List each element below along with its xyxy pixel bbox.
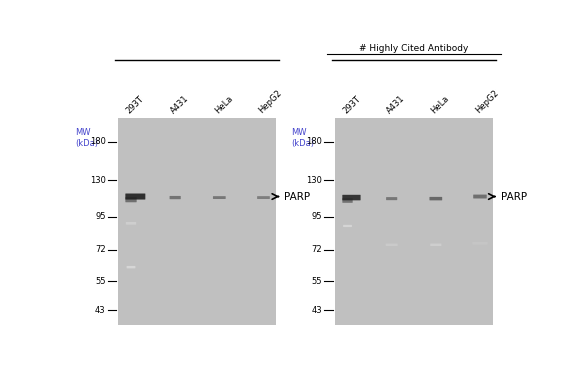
Text: 43: 43 bbox=[311, 306, 322, 315]
Text: 130: 130 bbox=[306, 175, 322, 184]
Text: A431: A431 bbox=[169, 94, 190, 115]
Text: 72: 72 bbox=[95, 245, 105, 254]
Text: 180: 180 bbox=[90, 137, 105, 146]
Text: 130: 130 bbox=[90, 175, 105, 184]
FancyBboxPatch shape bbox=[125, 197, 137, 202]
FancyBboxPatch shape bbox=[213, 196, 226, 199]
FancyBboxPatch shape bbox=[127, 266, 136, 268]
FancyBboxPatch shape bbox=[386, 243, 398, 246]
Text: MW
(kDa): MW (kDa) bbox=[292, 129, 314, 148]
Text: 55: 55 bbox=[95, 277, 105, 286]
Text: # Highly Cited Antibody: # Highly Cited Antibody bbox=[359, 43, 469, 53]
FancyBboxPatch shape bbox=[430, 243, 441, 246]
Text: HepG2: HepG2 bbox=[257, 88, 284, 115]
Text: 95: 95 bbox=[311, 212, 322, 222]
FancyBboxPatch shape bbox=[126, 222, 136, 225]
Text: HeLa: HeLa bbox=[430, 94, 451, 115]
Text: 293T: 293T bbox=[125, 94, 146, 115]
FancyBboxPatch shape bbox=[169, 196, 181, 199]
FancyBboxPatch shape bbox=[343, 225, 352, 227]
Text: 72: 72 bbox=[311, 245, 322, 254]
Bar bbox=[118, 118, 276, 325]
Text: HepG2: HepG2 bbox=[474, 88, 501, 115]
Text: 43: 43 bbox=[95, 306, 105, 315]
Text: 55: 55 bbox=[311, 277, 322, 286]
FancyBboxPatch shape bbox=[386, 197, 398, 200]
Text: 95: 95 bbox=[95, 212, 105, 222]
Text: 293T: 293T bbox=[341, 94, 362, 115]
Text: HeLa: HeLa bbox=[213, 94, 235, 115]
FancyBboxPatch shape bbox=[430, 197, 442, 200]
Text: MW
(kDa): MW (kDa) bbox=[75, 129, 98, 148]
Text: PARP: PARP bbox=[285, 192, 311, 201]
Bar bbox=[335, 118, 492, 325]
FancyBboxPatch shape bbox=[257, 196, 270, 199]
Text: PARP: PARP bbox=[501, 192, 527, 201]
FancyBboxPatch shape bbox=[342, 198, 353, 203]
FancyBboxPatch shape bbox=[473, 195, 487, 198]
FancyBboxPatch shape bbox=[342, 195, 361, 200]
FancyBboxPatch shape bbox=[125, 194, 146, 200]
Text: A431: A431 bbox=[385, 94, 407, 115]
FancyBboxPatch shape bbox=[473, 242, 488, 245]
Text: 180: 180 bbox=[306, 137, 322, 146]
